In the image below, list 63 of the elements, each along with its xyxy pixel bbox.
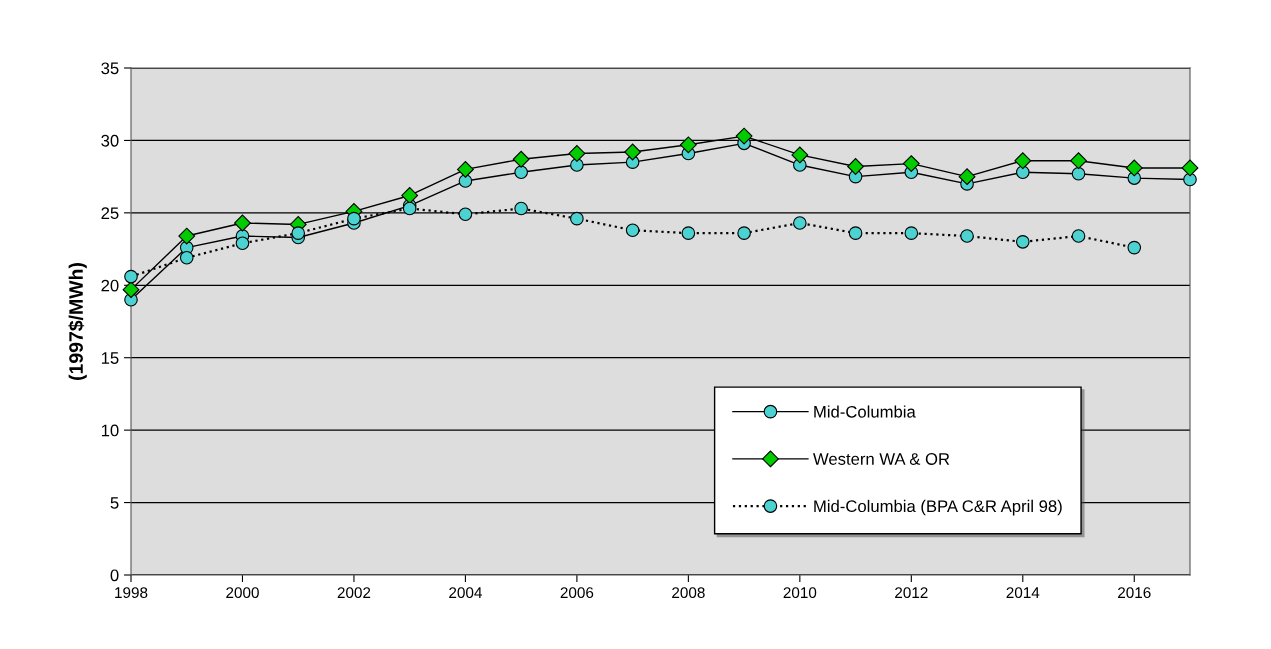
point — [737, 226, 751, 240]
point — [401, 187, 419, 204]
point — [178, 227, 196, 245]
point — [904, 226, 919, 240]
point — [958, 168, 976, 186]
point — [568, 145, 586, 162]
x-tick-label: 2000 — [226, 587, 259, 599]
y-tick-label: 15 — [101, 352, 119, 364]
point — [1183, 172, 1197, 187]
point — [1015, 165, 1030, 180]
point — [1015, 235, 1030, 249]
x-tick-label: 2012 — [895, 587, 928, 599]
point — [179, 250, 194, 265]
point — [902, 155, 920, 173]
point — [791, 146, 809, 164]
x-tick-label: 2016 — [1118, 587, 1151, 599]
point — [1014, 152, 1032, 170]
legend-label: Mid-Columbia — [814, 405, 916, 418]
point — [735, 127, 753, 145]
point — [1071, 166, 1086, 181]
x-tick-label: 1998 — [115, 587, 148, 599]
y-tick-label: 30 — [101, 134, 119, 147]
point — [1127, 240, 1142, 255]
y-tick-label: 0 — [110, 569, 119, 582]
point — [848, 226, 863, 240]
y-tick-label: 5 — [110, 497, 119, 509]
x-tick-label: 2004 — [449, 587, 482, 599]
y-tick-label: 10 — [101, 424, 119, 437]
point — [234, 214, 251, 232]
point — [512, 150, 530, 168]
legend-label: Mid-Columbia (BPA C&R April 98) — [814, 499, 1062, 516]
point — [122, 281, 140, 299]
point — [291, 226, 306, 240]
y-axis-title: (1997$/MWh) — [68, 263, 87, 380]
point — [960, 229, 974, 243]
point — [347, 211, 361, 226]
point — [847, 158, 864, 175]
point — [1181, 159, 1199, 177]
y-tick-label: 20 — [101, 279, 119, 292]
point — [625, 223, 640, 238]
point — [1125, 159, 1143, 177]
point — [457, 160, 474, 178]
point — [624, 143, 642, 161]
y-tick-label: 25 — [101, 207, 119, 220]
point — [793, 216, 807, 230]
point — [514, 201, 528, 216]
x-tick-label: 2010 — [783, 587, 817, 599]
point — [570, 211, 584, 226]
point — [235, 236, 250, 251]
x-tick-label: 2014 — [1006, 587, 1040, 599]
point — [514, 165, 528, 180]
x-tick-label: 2006 — [560, 587, 594, 599]
y-tick-label: 35 — [101, 62, 119, 75]
point — [679, 136, 697, 154]
x-tick-label: 2008 — [672, 587, 705, 599]
point — [458, 207, 473, 222]
point — [681, 226, 696, 240]
point — [1071, 229, 1086, 243]
legend-label: Western WA & OR — [813, 453, 950, 465]
point — [570, 158, 584, 172]
point — [1070, 152, 1087, 170]
point — [124, 269, 138, 284]
x-tick-label: 2002 — [337, 587, 371, 599]
